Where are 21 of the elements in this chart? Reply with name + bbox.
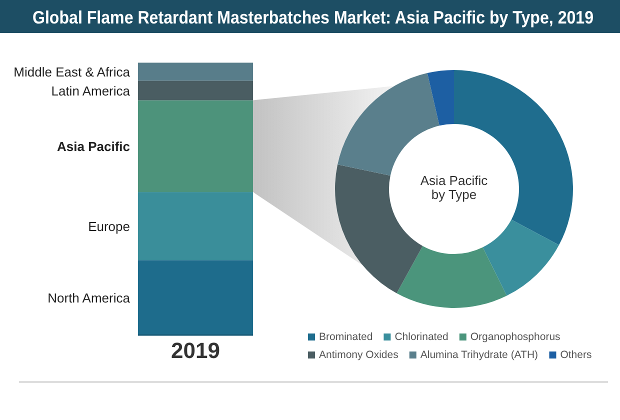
text: Asia Pacific by Type bbox=[420, 173, 488, 202]
x-tick-label: 2019 bbox=[171, 338, 220, 363]
legend-label: Organophosphorus bbox=[470, 331, 560, 343]
donut-slice bbox=[396, 246, 507, 308]
series-label: North America bbox=[48, 290, 131, 306]
series-label: Europe bbox=[88, 218, 130, 234]
series-label: Asia Pacific bbox=[57, 138, 130, 154]
series-label: Latin America bbox=[51, 82, 131, 98]
legend-label: Antimony Oxides bbox=[319, 349, 398, 361]
donut-slice bbox=[338, 73, 440, 176]
donut-slice bbox=[427, 70, 454, 126]
legend-label: Alumina Trihydrate (ATH) bbox=[420, 349, 538, 361]
legend-label: Chlorinated bbox=[394, 331, 449, 343]
text: Global Flame Retardant Masterbatches Market: Asia Pacific by Type, 2019 bbox=[32, 6, 594, 28]
series-label: Middle East & Africa bbox=[14, 64, 131, 80]
bar bbox=[138, 260, 253, 335]
donut-slice bbox=[482, 220, 559, 296]
bar bbox=[138, 62, 253, 81]
bar bbox=[138, 80, 253, 100]
legend-label: Others bbox=[560, 349, 592, 361]
legend-label: Brominated bbox=[319, 331, 373, 343]
